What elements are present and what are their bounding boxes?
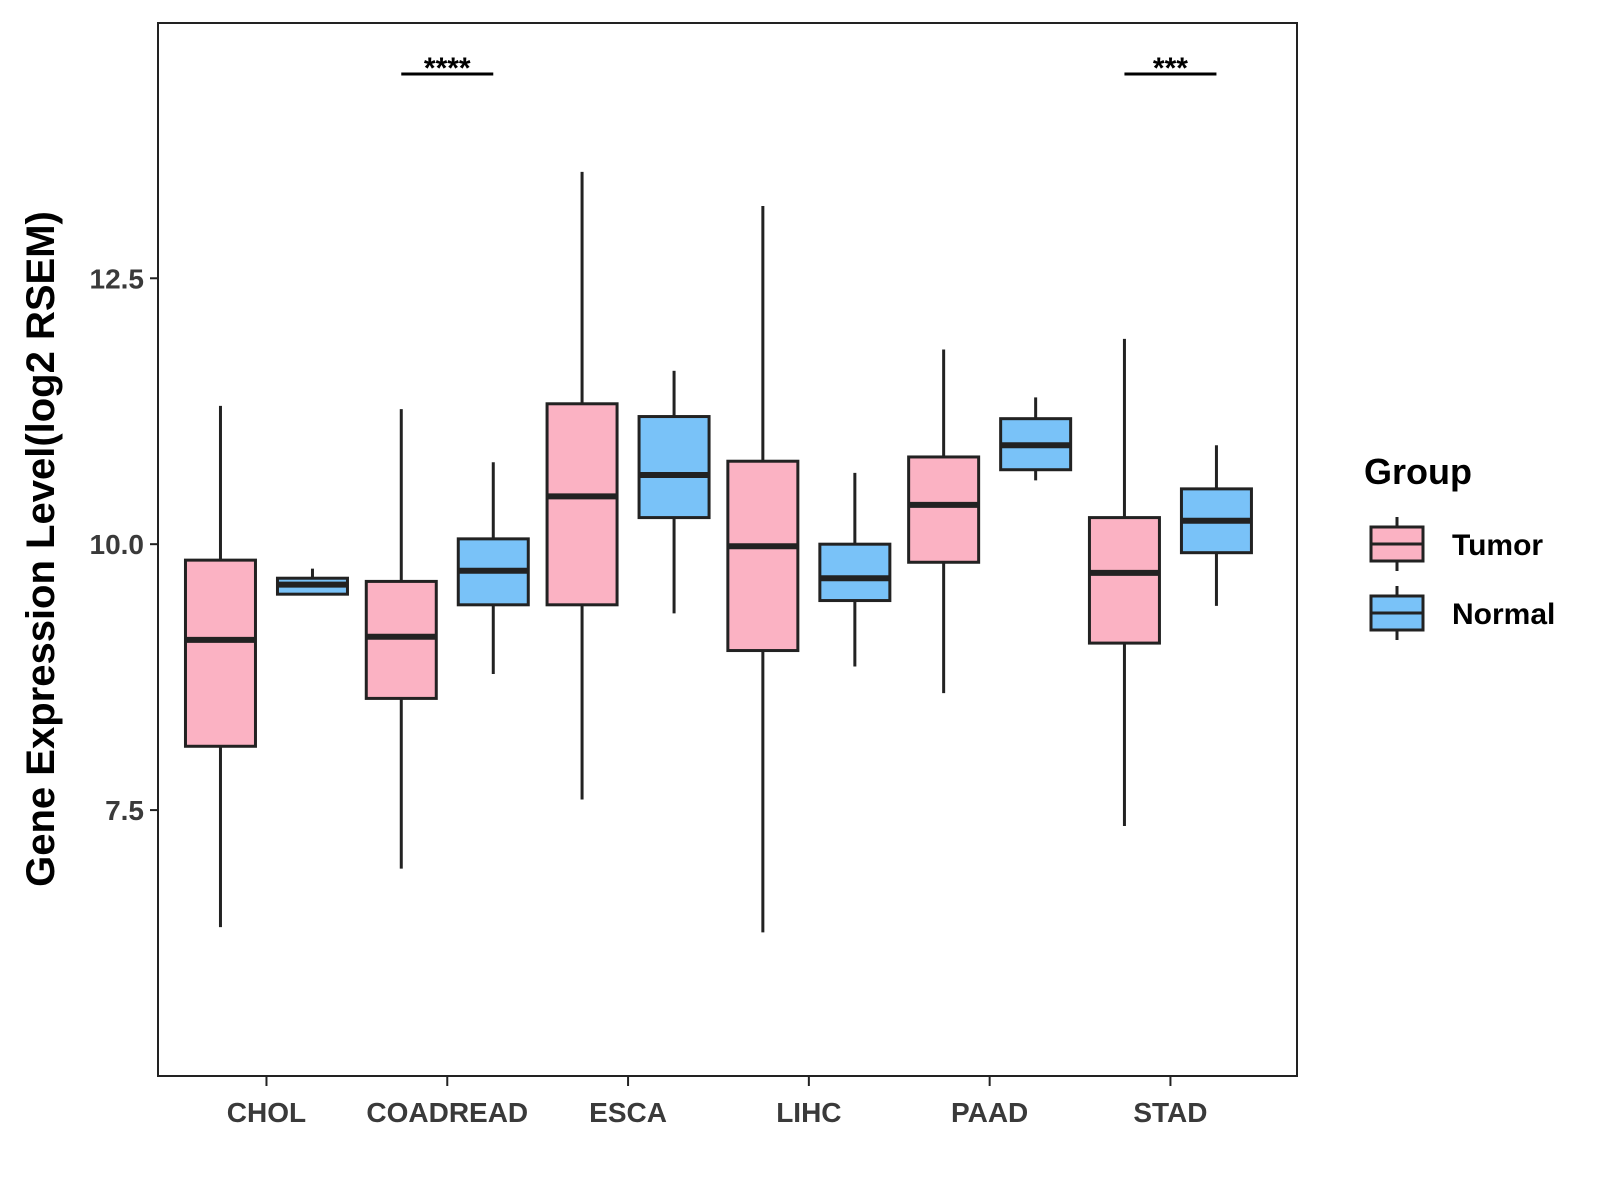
box-normal-coadread <box>456 462 530 674</box>
significance-label: *** <box>1153 52 1188 85</box>
box-normal-chol <box>275 568 349 596</box>
y-tick-label: 7.5 <box>105 795 144 826</box>
box-iqr <box>545 402 619 607</box>
x-tick-label: COADREAD <box>366 1097 528 1128</box>
x-tick-label: PAAD <box>951 1097 1028 1128</box>
x-tick-label: LIHC <box>776 1097 841 1128</box>
box-normal-stad <box>1179 445 1253 606</box>
box-iqr <box>726 459 800 653</box>
x-tick-label: STAD <box>1133 1097 1207 1128</box>
box-iqr <box>907 455 981 564</box>
legend-label: Normal <box>1452 598 1555 631</box>
box-tumor-chol <box>183 405 257 928</box>
x-axis: CHOL COADREAD ESCA LIHC PAAD STAD <box>227 1076 1208 1128</box>
x-tick-label: CHOL <box>227 1097 306 1128</box>
x-tick-label: ESCA <box>589 1097 667 1128</box>
box-normal-esca <box>637 370 711 614</box>
legend-item-tumor: Tumor <box>1369 517 1543 571</box>
y-tick-label: 10.0 <box>90 529 145 560</box>
box-iqr <box>1087 516 1161 645</box>
box-normal-paad <box>999 397 1073 481</box>
box-tumor-esca <box>545 171 619 800</box>
box-tumor-paad <box>907 349 981 694</box>
boxes-layer <box>183 171 1253 933</box>
y-axis: 7.5 10.0 12.5 <box>90 263 158 826</box>
significance-label: **** <box>424 52 471 85</box>
box-iqr <box>183 558 257 748</box>
box-tumor-lihc <box>726 205 800 933</box>
box-iqr <box>637 415 711 520</box>
legend-item-normal: Normal <box>1369 586 1555 640</box>
y-axis-title: Gene Expression Level(log2 RSEM) <box>19 211 63 887</box>
box-tumor-stad <box>1087 338 1161 827</box>
legend-label: Tumor <box>1452 529 1543 562</box>
legend-title: Group <box>1364 451 1472 492</box>
box-tumor-coadread <box>364 409 438 869</box>
legend: Group Tumor Normal <box>1364 451 1555 640</box>
box-normal-lihc <box>818 472 892 667</box>
significance-annotations: **** *** <box>401 52 1217 85</box>
box-iqr <box>818 542 892 603</box>
y-tick-label: 12.5 <box>90 263 145 294</box>
box-iqr <box>364 579 438 700</box>
